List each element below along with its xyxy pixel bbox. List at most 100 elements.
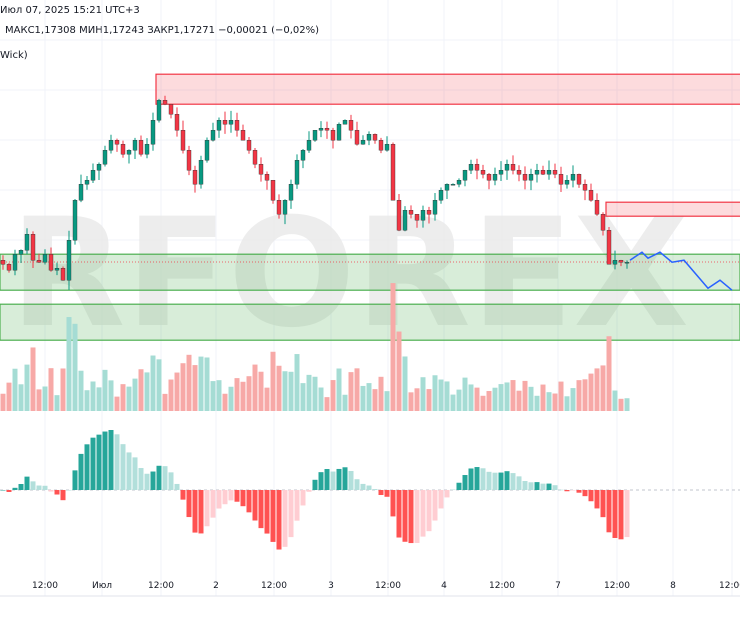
volume-bar (306, 374, 312, 411)
candle-body (276, 199, 282, 215)
projection-line[interactable] (629, 251, 733, 291)
volume-pane (0, 283, 630, 411)
volume-bar (420, 377, 426, 411)
candle-body (354, 129, 360, 145)
time-label: 12:00 (261, 581, 287, 591)
candle-body (306, 139, 312, 151)
volume-bar (174, 372, 180, 411)
macd-bar (72, 470, 78, 490)
candle-body (396, 199, 402, 231)
candle-body (600, 213, 606, 231)
candle-body (528, 173, 534, 181)
volume-bar (474, 387, 480, 411)
volume-bar (570, 388, 576, 411)
volume-bar (468, 384, 474, 411)
time-label: 12:00 (148, 581, 174, 591)
candle-body (0, 260, 6, 265)
macd-bar (540, 483, 546, 490)
volume-bar (0, 393, 6, 411)
candle-body (72, 199, 78, 241)
candle-body (432, 199, 438, 215)
volume-bar (258, 371, 264, 411)
macd-bar (408, 490, 414, 544)
macd-bar (402, 490, 408, 542)
macd-bar (576, 490, 582, 493)
macd-bar (192, 490, 198, 533)
macd-bar (330, 471, 336, 490)
volume-bar (36, 389, 42, 411)
volume-bar (456, 389, 462, 411)
candle-body (24, 233, 30, 251)
supply-zone[interactable] (605, 201, 740, 217)
macd-bar (360, 483, 366, 490)
macd-bar (450, 489, 456, 491)
candle-body (450, 183, 456, 186)
candle-body (294, 159, 300, 185)
volume-bar (294, 354, 300, 411)
macd-bar (282, 490, 288, 547)
time-label: 3 (328, 581, 334, 591)
volume-bar (60, 368, 66, 411)
volume-bar (330, 380, 336, 411)
macd-bar (138, 468, 144, 490)
candle-body (144, 143, 150, 155)
candle-body (228, 119, 234, 125)
candle-body (522, 173, 528, 181)
candle-body (444, 183, 450, 191)
demand-zone[interactable] (0, 253, 740, 291)
volume-bar (126, 386, 132, 411)
macd-bar (414, 490, 420, 543)
volume-bar (156, 359, 162, 411)
time-label: Июл (92, 581, 112, 591)
candle-body (246, 139, 252, 151)
macd-bar (492, 472, 498, 490)
demand-zone[interactable] (0, 303, 740, 341)
candle-body (258, 163, 264, 175)
candle-body (570, 173, 576, 181)
volume-bar (588, 373, 594, 411)
macd-bar (132, 457, 138, 490)
candle-body (438, 189, 444, 201)
zones (0, 73, 740, 341)
macd-bar (84, 444, 90, 490)
volume-bar (234, 378, 240, 411)
macd-bar (534, 482, 540, 490)
volume-bar (240, 381, 246, 411)
time-axis[interactable]: 12:00 Июл 12:00 2 12:00 3 12:00 4 12:00 7 12:00 8 12… (32, 581, 740, 591)
macd-bar (372, 489, 378, 490)
volume-bar (624, 398, 630, 411)
candle-body (54, 268, 60, 271)
candle-body (60, 268, 66, 281)
macd-bar (522, 480, 528, 490)
volume-bar (486, 391, 492, 411)
candle-body (582, 183, 588, 191)
volume-bar (498, 384, 504, 411)
volume-bar (276, 365, 282, 411)
macd-bar (150, 471, 156, 490)
macd-bar (174, 483, 180, 490)
volume-bar (300, 383, 306, 411)
supply-zone[interactable] (155, 73, 740, 105)
macd-bar (564, 490, 570, 492)
candle-body (318, 127, 324, 131)
candle-body (222, 119, 228, 125)
volume-bar (198, 356, 204, 411)
macd-bar (48, 490, 54, 492)
indicator-legend[interactable]: Wick) (0, 50, 28, 61)
volume-bar (216, 380, 222, 411)
macd-bar (246, 490, 252, 513)
macd-bar (420, 490, 426, 537)
volume-bar (324, 397, 330, 411)
volume-bar (516, 390, 522, 411)
candle-body (192, 169, 198, 185)
volume-bar (354, 368, 360, 411)
volume-bar (360, 385, 366, 411)
candle-body (546, 169, 552, 175)
volume-bar (558, 381, 564, 411)
macd-bar (66, 489, 72, 491)
macd-bar (486, 471, 492, 490)
volume-bar (534, 395, 540, 411)
volume-bar (384, 391, 390, 411)
volume-bar (54, 395, 60, 411)
